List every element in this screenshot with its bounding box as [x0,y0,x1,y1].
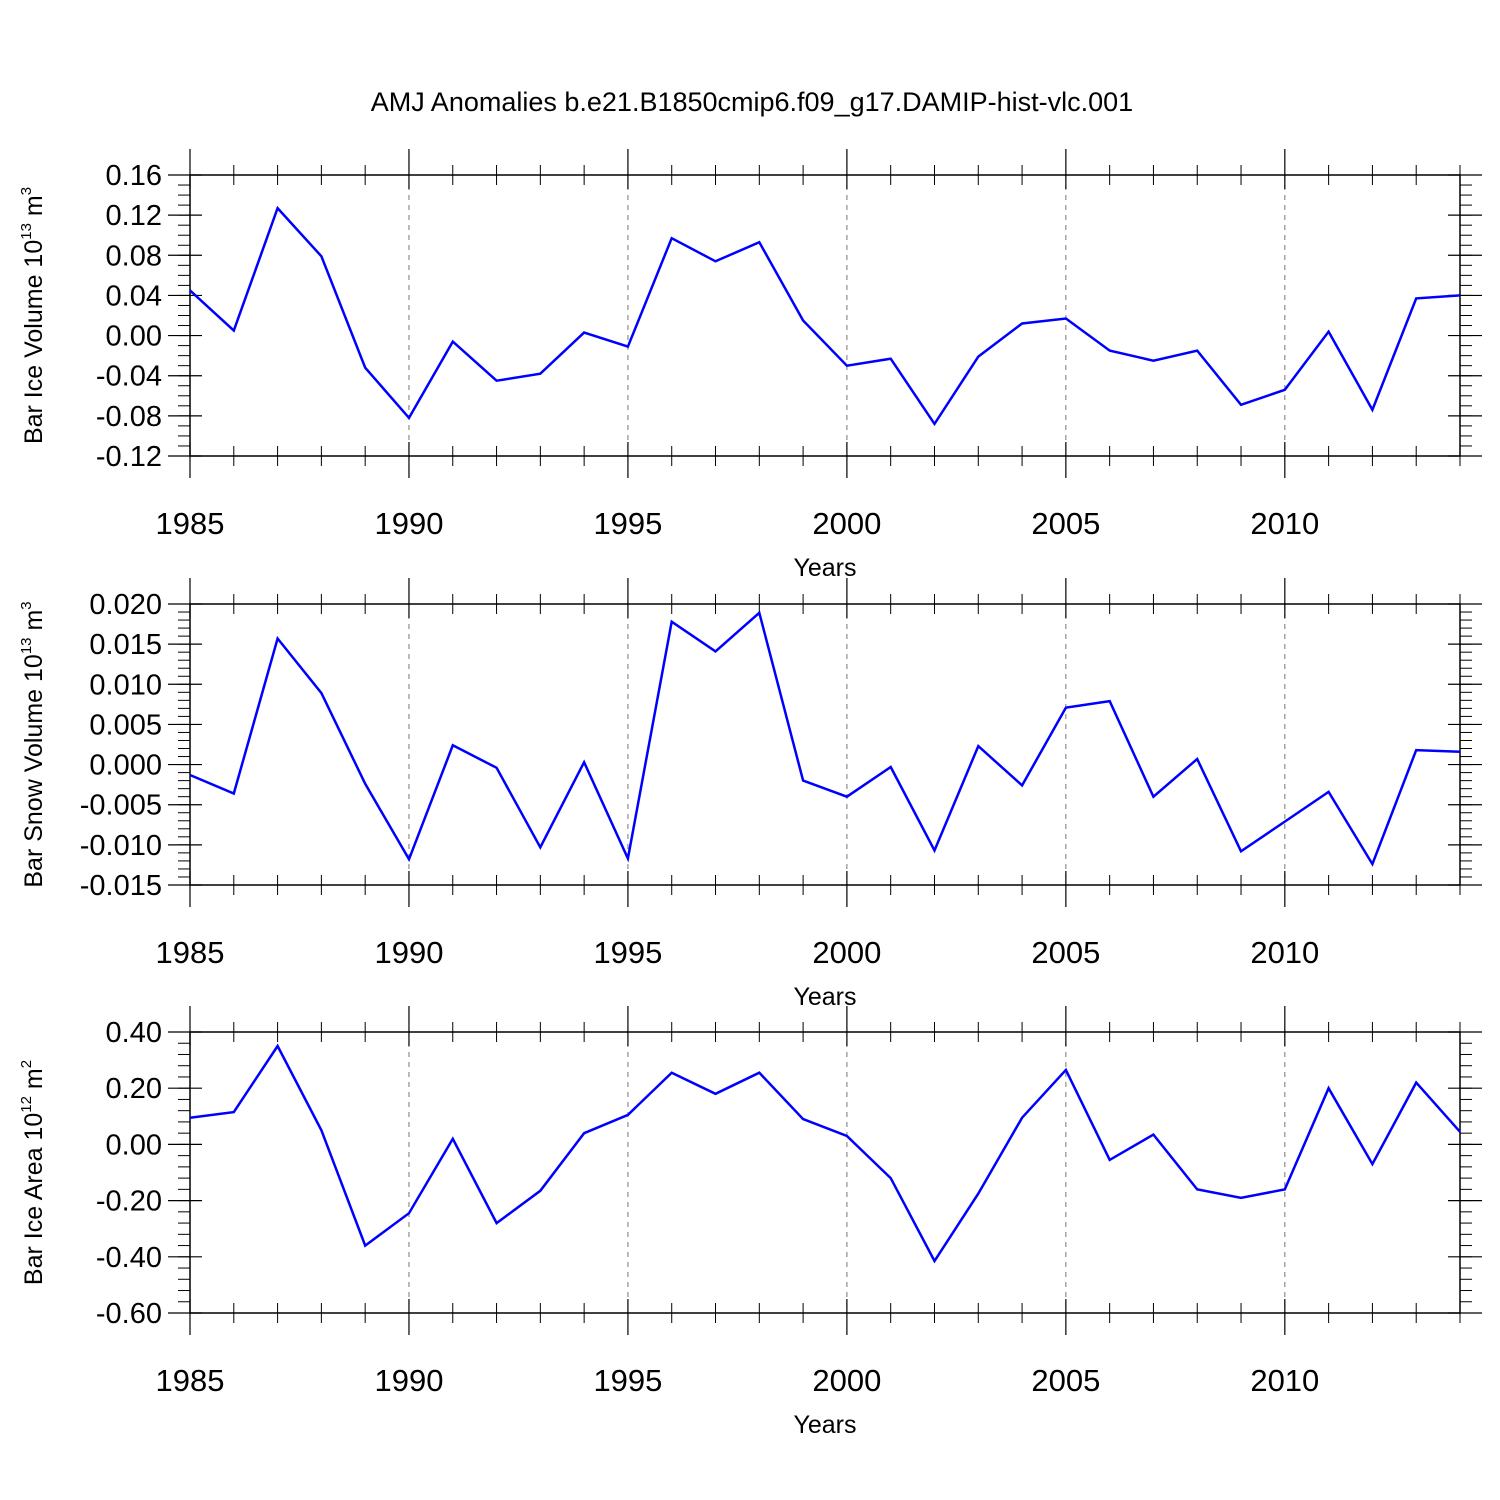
plot-frame [189,603,1461,886]
x-tick-label: 1995 [593,1363,662,1398]
y-tick-label: -0.60 [96,1298,162,1330]
x-tick-label: 2010 [1250,935,1319,970]
y-axis-label-unit: m [20,195,48,223]
plot-frame [189,1031,1461,1314]
y-tick-label: 0.00 [106,1129,162,1161]
x-tick-label: 1985 [156,506,225,541]
x-tick-label: 2005 [1031,1363,1100,1398]
y-tick-label: -0.005 [80,790,162,822]
y-tick-label: 0.04 [106,280,162,312]
y-axis-label-unit-exponent: 3 [18,601,35,609]
y-axis-label-exponent: 13 [18,637,35,654]
y-tick-label: -0.20 [96,1186,162,1218]
panel-ice-area: -0.60 -0.40 -0.20 0.00 0.20 0.40 1985 1990 1995 2… [18,1006,1482,1439]
x-tick-label: 2010 [1250,1363,1319,1398]
series-line [189,1043,1461,1264]
y-axis-label-main: Bar Ice Area 10 [20,1113,48,1285]
x-axis-label: Years [793,1411,856,1439]
y-tick-label: -0.12 [96,441,162,473]
y-tick-label: -0.08 [96,401,162,433]
x-axis-label: Years [793,983,856,1011]
figure-title: AMJ Anomalies b.e21.B1850cmip6.f09_g17.D… [371,87,1133,117]
y-axis-label: Bar Snow Volume 1013 m3 [18,601,48,887]
y-axis-label: Bar Ice Volume 1013 m3 [18,187,48,444]
x-tick-label: 1985 [156,1363,225,1398]
y-axis-label-unit-exponent: 2 [18,1060,35,1068]
y-tick-label: -0.010 [80,830,162,862]
y-tick-label: 0.40 [106,1017,162,1049]
x-tick-label: 1990 [374,935,443,970]
y-tick-label: 0.005 [89,709,162,741]
panel-snow-volume: -0.015 -0.010 -0.005 0.000 0.005 0.010 0.015 0.… [18,578,1482,1011]
y-axis-label-unit-exponent: 3 [18,187,35,195]
x-tick-label: 1985 [156,935,225,970]
x-tick-label: 1995 [593,935,662,970]
x-tick-label: 2000 [812,1363,881,1398]
y-tick-label: 0.08 [106,240,162,272]
y-tick-label: -0.04 [96,361,162,393]
x-axis-label: Years [793,554,856,582]
x-tick-label: 2000 [812,935,881,970]
x-tick-label: 2005 [1031,935,1100,970]
series-line [189,205,1461,427]
y-axis-label: Bar Ice Area 1012 m2 [18,1060,48,1285]
y-tick-label: 0.010 [89,669,162,701]
y-axis-label-unit: m [20,610,48,638]
y-axis-label-main: Bar Snow Volume 10 [20,654,48,887]
x-tick-label: 2010 [1250,506,1319,541]
plot-frame [189,174,1461,457]
y-tick-label: 0.000 [89,750,162,782]
y-axis-label-main: Bar Ice Volume 10 [20,240,48,444]
y-axis-label-unit: m [20,1068,48,1096]
x-tick-label: 1990 [374,506,443,541]
y-axis-label-exponent: 13 [18,223,35,240]
y-axis-label-exponent: 12 [18,1096,35,1113]
x-tick-label: 2000 [812,506,881,541]
y-tick-label: -0.015 [80,870,162,902]
y-tick-label: 0.00 [106,321,162,353]
x-tick-label: 1995 [593,506,662,541]
y-tick-label: 0.12 [106,200,162,232]
series-line [189,610,1461,867]
y-tick-label: -0.40 [96,1242,162,1274]
y-tick-label: 0.16 [106,160,162,192]
x-tick-label: 1990 [374,1363,443,1398]
y-tick-label: 0.015 [89,629,162,661]
panel-ice-volume: -0.12 -0.08 -0.04 0.00 0.04 0.08 0.12 0.16 1985 1… [18,149,1482,582]
y-tick-label: 0.020 [89,589,162,621]
x-tick-label: 2005 [1031,506,1100,541]
y-tick-label: 0.20 [106,1073,162,1105]
